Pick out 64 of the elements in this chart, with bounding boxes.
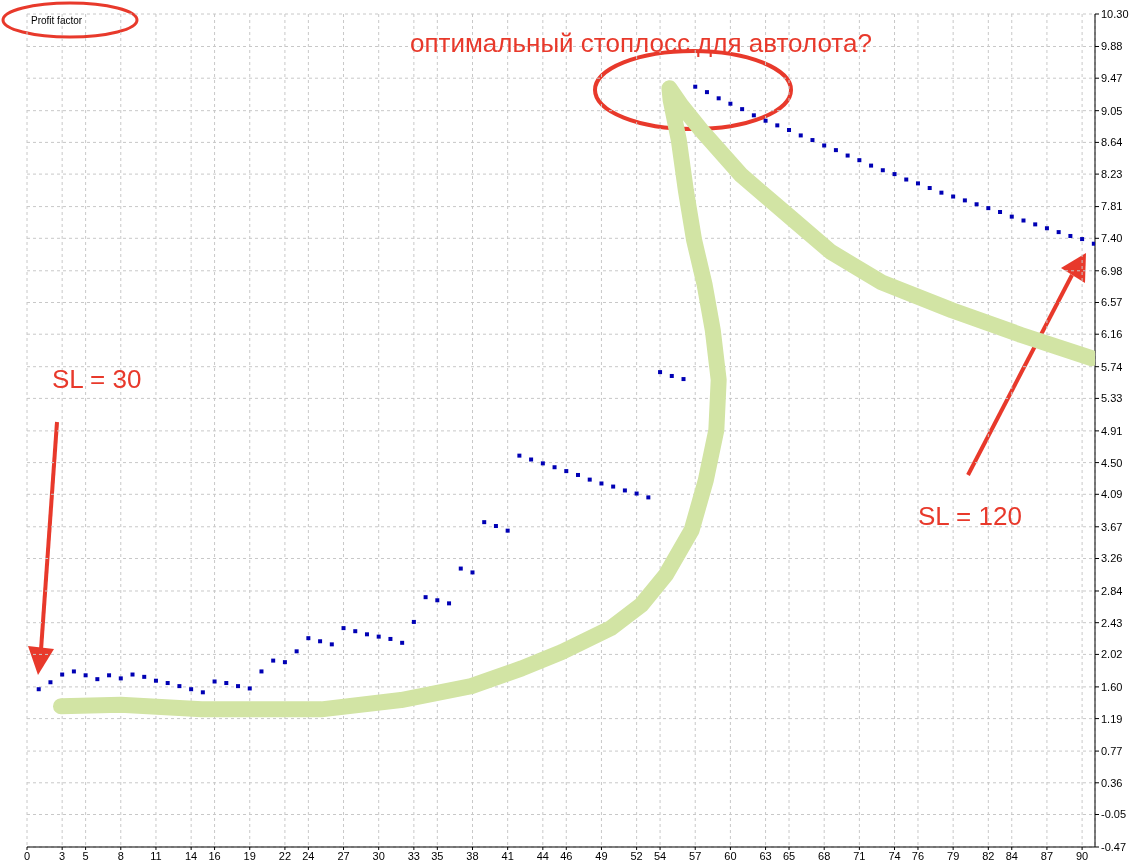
x-tick-label: 63 — [759, 849, 772, 862]
y-tick-label: 2.02 — [1101, 648, 1123, 661]
chart-title: Profit factor — [31, 15, 83, 26]
y-tick-label: -0.47 — [1101, 840, 1127, 853]
y-tick-label: 2.43 — [1101, 616, 1123, 629]
y-tick-label: 7.81 — [1101, 200, 1123, 213]
y-tick-label: 9.88 — [1101, 40, 1123, 53]
x-tick-label: 11 — [150, 849, 162, 862]
y-tick-label: 2.84 — [1101, 584, 1123, 597]
y-tick-label: 5.33 — [1101, 392, 1123, 405]
y-tick-label: 0.77 — [1101, 745, 1123, 757]
x-tick-label: 22 — [278, 849, 292, 862]
x-tick-label: 19 — [243, 849, 256, 862]
x-tick-label: 27 — [337, 849, 350, 862]
x-tick-label: 82 — [982, 849, 995, 862]
x-tick-label: 14 — [185, 849, 198, 862]
y-tick-label: 6.16 — [1101, 328, 1123, 341]
annotation: SL = 30 — [52, 364, 142, 395]
y-tick-label: -0.05 — [1101, 808, 1127, 821]
x-tick-label: 8 — [117, 849, 124, 862]
y-tick-label: 4.50 — [1101, 456, 1123, 469]
x-tick-label: 35 — [431, 849, 444, 862]
x-tick-label: 84 — [1005, 849, 1018, 862]
x-tick-label: 5 — [82, 849, 89, 862]
x-tick-label: 24 — [302, 849, 315, 862]
y-tick-label: 7.40 — [1101, 232, 1123, 245]
y-tick-label: 9.47 — [1101, 72, 1123, 85]
x-tick-label: 44 — [536, 849, 549, 862]
x-tick-label: 87 — [1040, 849, 1054, 862]
y-tick-label: 8.64 — [1101, 136, 1123, 149]
x-tick-label: 90 — [1075, 849, 1089, 862]
x-tick-label: 33 — [407, 849, 420, 862]
y-tick-label: 4.09 — [1101, 488, 1123, 501]
x-tick-label: 0 — [23, 849, 31, 862]
x-tick-label: 79 — [947, 849, 960, 862]
x-tick-label: 16 — [208, 849, 221, 862]
y-tick-label: 9.05 — [1101, 104, 1123, 117]
y-tick-label: 3.67 — [1101, 520, 1123, 533]
x-tick-label: 74 — [888, 849, 901, 862]
x-tick-label: 68 — [818, 849, 831, 862]
x-tick-label: 57 — [689, 849, 702, 862]
y-tick-label: 1.19 — [1101, 712, 1123, 725]
y-tick-label: 5.74 — [1101, 360, 1123, 373]
x-tick-label: 41 — [501, 849, 514, 862]
x-tick-label: 3 — [59, 849, 66, 862]
x-tick-label: 49 — [595, 849, 608, 862]
y-tick-label: 4.91 — [1101, 424, 1123, 437]
y-tick-label: 10.30 — [1101, 7, 1129, 20]
y-tick-label: 6.57 — [1101, 296, 1123, 309]
x-tick-label: 71 — [853, 849, 866, 862]
y-tick-label: 0.36 — [1101, 776, 1123, 789]
annotation: SL = 120 — [918, 501, 1022, 532]
x-tick-label: 65 — [782, 849, 796, 862]
x-tick-label: 46 — [560, 849, 573, 862]
y-tick-label: 3.26 — [1101, 552, 1123, 565]
x-tick-label: 54 — [653, 849, 667, 862]
x-tick-label: 38 — [466, 849, 479, 862]
x-tick-label: 76 — [911, 849, 925, 862]
x-tick-label: 52 — [630, 849, 643, 862]
x-tick-label: 60 — [724, 849, 737, 862]
y-tick-label: 1.60 — [1101, 680, 1123, 693]
y-tick-label: 6.98 — [1101, 264, 1123, 277]
x-tick-label: 30 — [372, 849, 385, 862]
y-tick-label: 8.23 — [1101, 168, 1123, 181]
